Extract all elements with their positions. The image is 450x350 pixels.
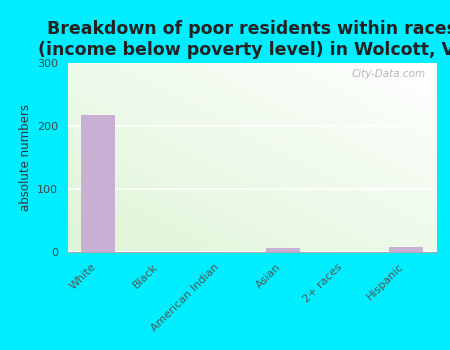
Y-axis label: absolute numbers: absolute numbers	[19, 104, 32, 211]
Title: Breakdown of poor residents within races
(income below poverty level) in Wolcott: Breakdown of poor residents within races…	[37, 20, 450, 59]
Text: City-Data.com: City-Data.com	[351, 69, 425, 79]
Bar	[266, 248, 300, 252]
Bar	[389, 247, 423, 252]
Bar	[81, 115, 115, 252]
